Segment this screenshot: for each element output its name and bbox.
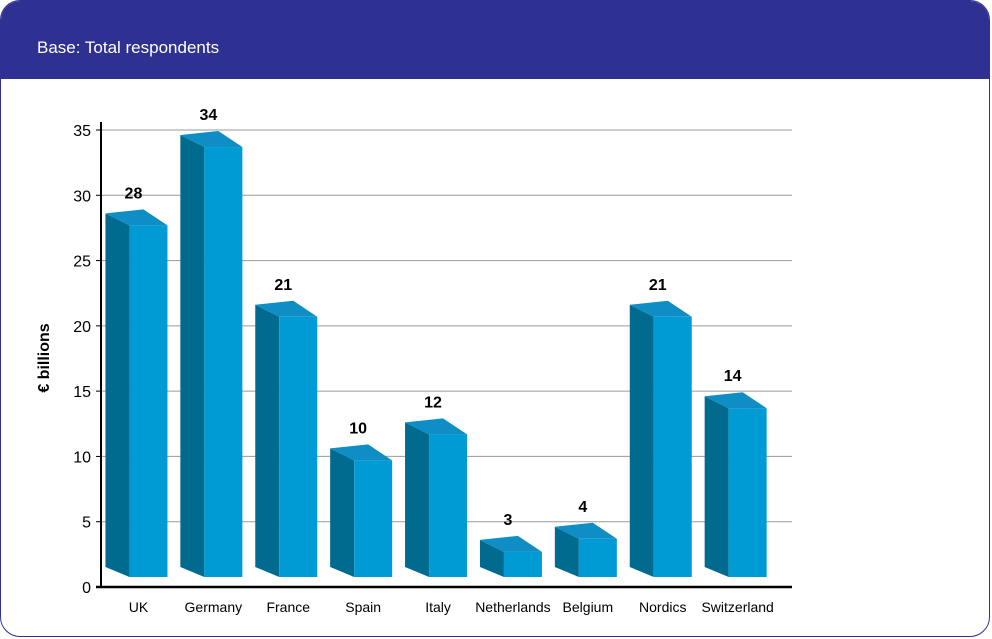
y-axis-ticks: 0 5 10 15 20 25 30 35 xyxy=(73,123,101,597)
bar-front xyxy=(204,147,243,578)
data-label: 3 xyxy=(503,512,512,529)
data-label: 28 xyxy=(125,185,143,202)
bar-side xyxy=(105,213,130,577)
bar-front xyxy=(279,316,318,577)
bar-front xyxy=(429,434,468,577)
bar-top xyxy=(330,444,393,461)
bar-front xyxy=(503,551,542,577)
y-tick-label: 20 xyxy=(73,319,91,336)
bar-top xyxy=(255,300,318,317)
bar-side xyxy=(405,422,430,577)
bar-side xyxy=(255,304,280,577)
x-tick-label: Netherlands xyxy=(475,599,551,615)
bar-top xyxy=(180,131,243,148)
bar-front xyxy=(129,225,168,577)
bar-front xyxy=(653,316,692,577)
x-tick-label: Nordics xyxy=(639,599,686,615)
bar xyxy=(330,444,393,577)
bar-side xyxy=(180,135,205,578)
data-label: 12 xyxy=(424,394,442,411)
bar-side xyxy=(554,526,579,577)
bar-side xyxy=(479,539,504,577)
data-label: 4 xyxy=(578,499,587,516)
x-tick-label: Germany xyxy=(185,599,243,615)
panel-header: Base: Total respondents xyxy=(1,1,989,77)
data-label: 21 xyxy=(274,277,292,294)
bar-side xyxy=(629,304,654,577)
y-tick-label: 30 xyxy=(73,188,91,205)
data-label: 21 xyxy=(649,277,667,294)
y-tick-label: 15 xyxy=(73,384,91,401)
x-tick-label: Belgium xyxy=(563,599,614,615)
bar-top xyxy=(704,392,767,409)
x-tick-label: UK xyxy=(129,599,149,615)
y-tick-label: 10 xyxy=(73,449,91,466)
bar-front xyxy=(728,408,767,577)
y-tick-label: 25 xyxy=(73,254,91,271)
base-label: Base: Total respondents xyxy=(37,38,220,57)
bar-top xyxy=(554,522,617,539)
x-tick-label: France xyxy=(266,599,310,615)
header-divider xyxy=(1,77,989,79)
bar-top xyxy=(405,418,468,435)
y-tick-label: 35 xyxy=(73,123,91,140)
y-tick-label: 0 xyxy=(82,580,91,597)
bar xyxy=(255,300,318,577)
bar-top xyxy=(105,209,168,226)
x-axis-labels: UK Germany France Spain Italy Netherlands Belg… xyxy=(129,599,774,615)
data-label: 10 xyxy=(349,420,367,437)
bar xyxy=(629,300,692,577)
x-tick-label: Spain xyxy=(345,599,381,615)
bar xyxy=(554,522,617,577)
bar xyxy=(704,392,767,577)
bar-side xyxy=(330,448,355,577)
bar xyxy=(479,535,542,577)
data-label: 14 xyxy=(724,368,742,385)
x-tick-label: Switzerland xyxy=(701,599,773,615)
y-axis-title: € billions xyxy=(36,323,53,392)
bar-top xyxy=(479,535,542,552)
bar-front xyxy=(354,460,393,577)
x-tick-label: Italy xyxy=(425,599,451,615)
y-tick-label: 5 xyxy=(82,515,91,532)
data-label: 34 xyxy=(199,107,217,124)
bar-top xyxy=(629,300,692,317)
bar xyxy=(405,418,468,577)
bar-side xyxy=(704,396,729,577)
bar xyxy=(105,209,168,577)
bar-front xyxy=(578,538,617,577)
bar xyxy=(180,131,243,578)
